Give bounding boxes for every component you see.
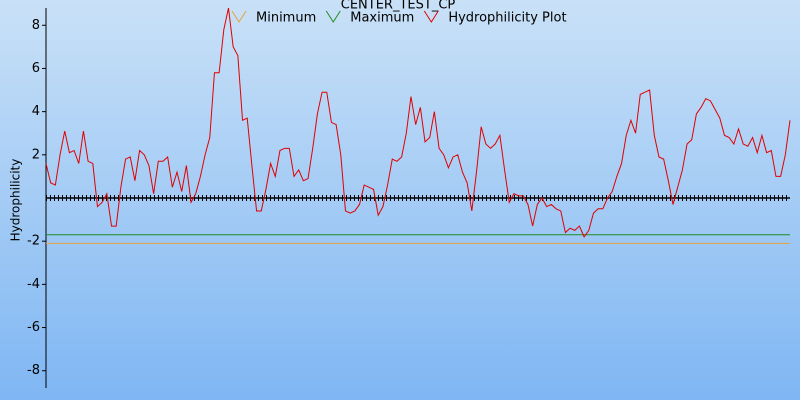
legend-label: Maximum: [350, 11, 414, 26]
legend-icon: [423, 10, 439, 23]
y-axis-label: Hydrophilicity: [9, 159, 23, 242]
legend-icon: [325, 10, 341, 23]
y-tick-label: -2: [27, 234, 40, 249]
y-tick-label: 6: [32, 61, 40, 76]
chart-title: CENTER_TEST_CP: [341, 0, 456, 13]
y-tick-label: 4: [32, 104, 40, 119]
y-tick-label: 8: [32, 18, 40, 33]
y-tick-label: -6: [27, 320, 40, 335]
y-tick-label: -4: [27, 277, 40, 292]
y-tick-label: -8: [27, 363, 40, 378]
legend-icon: [231, 10, 247, 23]
legend-label: Minimum: [256, 11, 316, 26]
y-tick-label: 2: [32, 147, 40, 162]
data-line: [45, 7, 791, 238]
legend-label: Hydrophilicity Plot: [448, 11, 566, 26]
